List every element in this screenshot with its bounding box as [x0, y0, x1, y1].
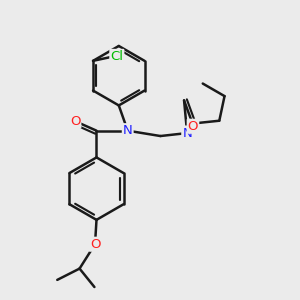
- Text: N: N: [123, 124, 133, 137]
- Text: O: O: [90, 238, 100, 251]
- Text: O: O: [188, 120, 198, 133]
- Text: N: N: [182, 127, 192, 140]
- Text: Cl: Cl: [110, 50, 123, 63]
- Text: O: O: [70, 115, 80, 128]
